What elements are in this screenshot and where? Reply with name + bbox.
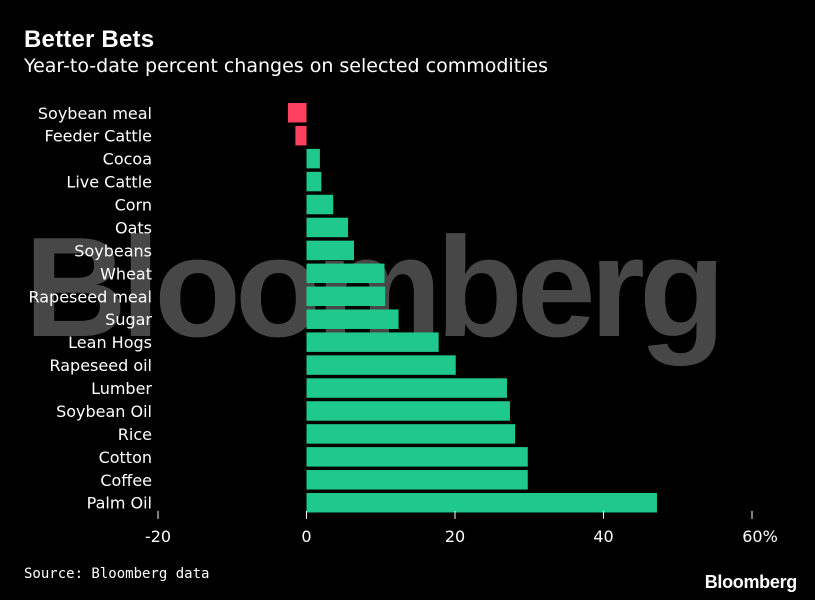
bar-soybeans (306, 240, 355, 261)
bar-lumber (306, 378, 507, 398)
bar-feeder-cattle (295, 125, 307, 146)
bar-lean-hogs (306, 332, 439, 352)
bar-sugar (306, 309, 399, 329)
category-label: Sugar (105, 310, 152, 329)
bar-rapeseed-oil (306, 355, 456, 375)
category-label: Rice (118, 425, 152, 444)
x-tick-label: 20 (445, 527, 465, 546)
category-label: Coffee (100, 471, 152, 490)
chart-title: Better Bets (24, 26, 155, 53)
category-label: Soybean Oil (56, 402, 152, 421)
plot-area: Soybean meal Feeder Cattle Cocoa Live Cattl… (28, 103, 778, 546)
category-label: Rapeseed oil (49, 356, 152, 375)
bar-rice (306, 424, 516, 444)
bar-soybean-oil (306, 401, 510, 421)
category-label: Lean Hogs (68, 333, 152, 352)
bar-wheat (306, 263, 385, 284)
category-label: Oats (115, 218, 152, 237)
x-tick-label: 40 (593, 527, 613, 546)
category-label: Palm Oil (87, 494, 152, 513)
bar-rapeseed-meal (306, 286, 386, 307)
bar-oats (306, 217, 349, 238)
category-label: Rapeseed meal (28, 287, 152, 306)
category-label: Soybean meal (38, 104, 152, 123)
x-tick-label: 60% (742, 527, 778, 546)
bar-cocoa (306, 148, 320, 169)
bar-live-cattle (306, 171, 322, 192)
bloomberg-logo: Bloomberg (704, 572, 798, 592)
category-label: Cocoa (103, 150, 152, 169)
category-label: Cotton (99, 448, 152, 467)
category-label: Lumber (91, 379, 152, 398)
category-label: Corn (115, 196, 152, 215)
chart-subtitle: Year-to-date percent changes on selected… (24, 55, 549, 77)
bar-palm-oil (306, 492, 657, 513)
x-tick-label: -20 (145, 527, 171, 546)
source-note: Source: Bloomberg data (24, 566, 210, 582)
category-label: Feeder Cattle (45, 127, 153, 146)
category-label: Live Cattle (66, 173, 152, 192)
bar-coffee (306, 470, 528, 490)
category-label: Soybeans (74, 241, 152, 260)
bar-soybean-meal (287, 103, 307, 123)
category-label: Wheat (100, 264, 152, 283)
bar-corn (306, 194, 334, 215)
bar-cotton (306, 447, 528, 467)
x-tick-label: 0 (301, 527, 311, 546)
